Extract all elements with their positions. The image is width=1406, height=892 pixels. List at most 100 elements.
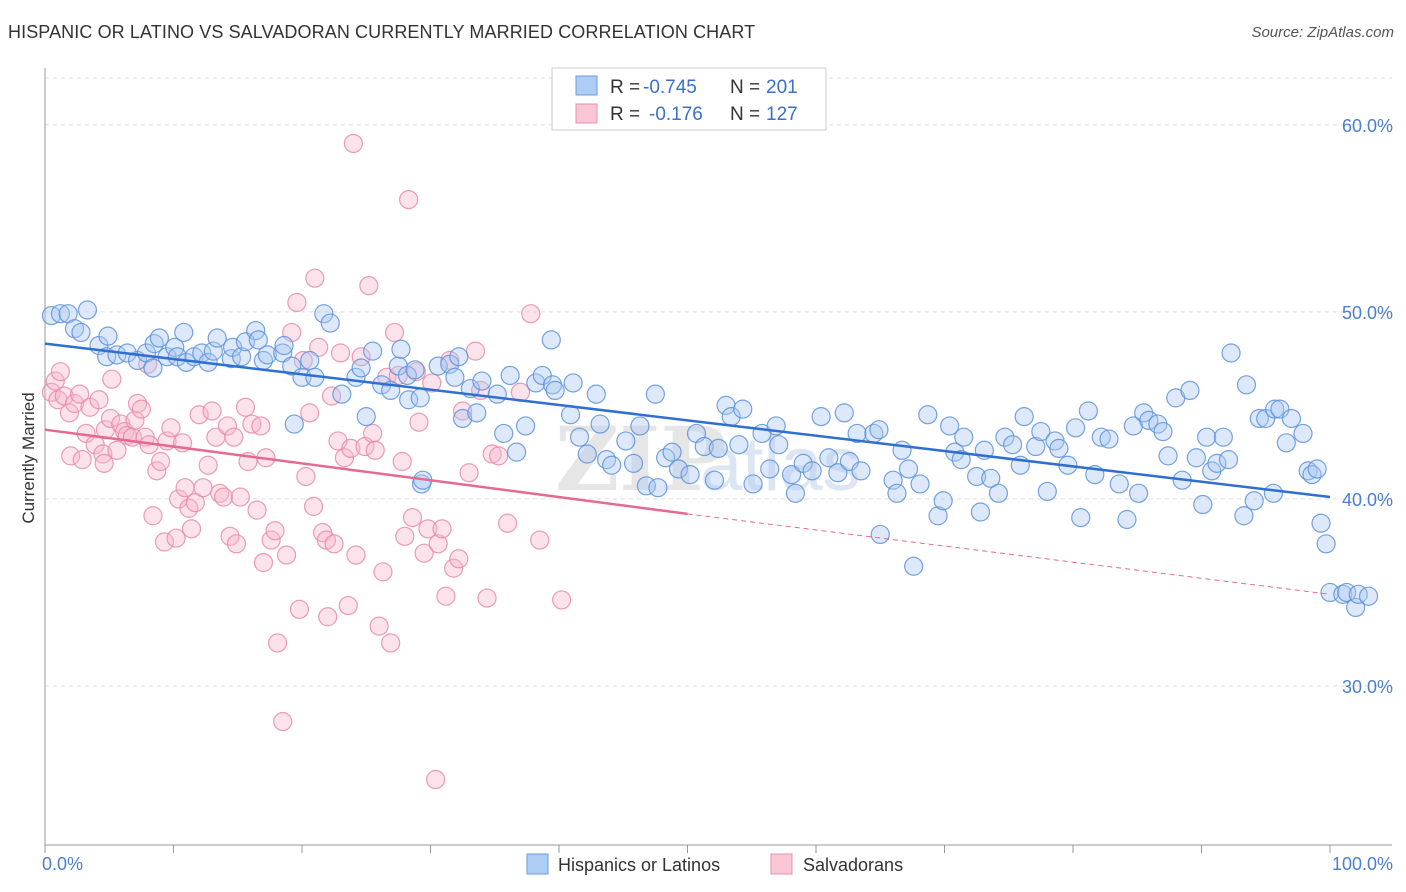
y-tick-labels: 30.0% 40.0% 50.0% 60.0% xyxy=(1342,116,1393,697)
hispanics-point-84 xyxy=(616,431,636,451)
salvadorans-point-60 xyxy=(253,552,274,573)
bottom-legend-label-salvadorans: Salvadorans xyxy=(803,855,903,875)
hispanics-point-129 xyxy=(933,491,953,511)
hispanics-point-176 xyxy=(1236,375,1257,395)
hispanics-point-62 xyxy=(453,408,473,429)
salvadorans-point-6 xyxy=(61,446,81,466)
hispanics-point-169 xyxy=(1197,427,1217,447)
hispanics-point-61 xyxy=(449,347,469,367)
salvadorans-point-85 xyxy=(341,438,361,459)
salvadorans-point-53 xyxy=(226,534,247,554)
salvadorans-point-101 xyxy=(399,189,419,210)
hispanics-point-102 xyxy=(743,474,763,494)
salvadorans-point-116 xyxy=(459,463,479,483)
stats-legend: R = -0.745 N = 201 R = -0.176 N = 127 xyxy=(551,67,827,131)
hispanics-point-181 xyxy=(1265,399,1285,419)
hispanics-point-14 xyxy=(144,334,164,354)
salvadorans-point-115 xyxy=(453,401,473,421)
salvadorans-point-33 xyxy=(154,532,175,552)
trend-line-salvadorans-extended xyxy=(687,513,1331,595)
salvadorans-point-68 xyxy=(287,292,307,313)
hispanics-point-137 xyxy=(981,468,1001,488)
hispanics-point-60 xyxy=(445,367,465,387)
hispanics-point-77 xyxy=(560,405,581,425)
salvadorans-point-50 xyxy=(217,416,238,436)
hispanics-point-145 xyxy=(1037,481,1057,502)
stats-r-value-pink: -0.176 xyxy=(649,104,703,125)
salvadorans-point-59 xyxy=(251,416,271,436)
hispanics-point-75 xyxy=(541,330,561,350)
salvadorans-point-73 xyxy=(303,496,324,516)
salvadorans-point-51 xyxy=(220,526,240,546)
salvadorans-point-113 xyxy=(444,558,464,578)
stats-n-label-pink: N = xyxy=(730,104,760,125)
salvadorans-point-109 xyxy=(428,534,448,554)
hispanics-point-81 xyxy=(590,414,610,434)
hispanics-point-68 xyxy=(500,365,520,386)
salvadorans-point-3 xyxy=(50,362,71,382)
hispanics-point-150 xyxy=(1071,508,1091,528)
hispanics-point-135 xyxy=(970,502,991,522)
hispanics-point-3 xyxy=(77,300,98,320)
trend-line-hispanics xyxy=(44,342,1331,499)
hispanics-point-66 xyxy=(487,384,507,404)
hispanics-point-64 xyxy=(467,403,487,423)
hispanics-point-92 xyxy=(668,459,689,479)
salvadorans-point-94 xyxy=(373,562,393,582)
salvadorans-point-48 xyxy=(210,483,230,503)
salvadorans-point-74 xyxy=(305,268,325,288)
hispanics-point-42 xyxy=(320,313,340,333)
hispanics-point-112 xyxy=(819,448,839,468)
hispanics-point-101 xyxy=(733,399,753,419)
hispanics-point-147 xyxy=(1049,438,1069,459)
hispanics-point-55 xyxy=(410,388,430,408)
salvadorans-point-114 xyxy=(449,549,469,569)
hispanics-point-39 xyxy=(300,350,320,371)
salvadorans-point-126 xyxy=(551,590,572,610)
salvadorans-point-88 xyxy=(351,347,371,367)
hispanics-point-133 xyxy=(954,427,974,447)
salvadorans-point-8 xyxy=(70,384,90,404)
salvadorans-point-32 xyxy=(151,451,171,472)
salvadorans-point-49 xyxy=(214,487,234,507)
bottom-legend-swatch-pink xyxy=(770,853,793,875)
hispanics-point-125 xyxy=(904,556,924,576)
salvadorans-point-82 xyxy=(330,343,351,363)
salvadorans-point-106 xyxy=(418,519,438,539)
salvadorans-point-124 xyxy=(521,304,541,324)
trend-line-salvadorans xyxy=(44,428,688,516)
hispanics-point-185 xyxy=(1293,423,1313,444)
salvadorans-point-52 xyxy=(224,427,244,447)
source-label: Source: ZipAtlas.com xyxy=(1251,24,1394,41)
hispanics-point-139 xyxy=(995,427,1015,447)
salvadorans-point-119 xyxy=(477,588,497,608)
hispanics-point-96 xyxy=(704,470,725,490)
salvadorans-point-69 xyxy=(289,599,310,619)
salvadorans-point-107 xyxy=(422,373,442,393)
salvadorans-point-99 xyxy=(392,451,412,472)
hispanics-point-120 xyxy=(870,524,890,545)
hispanics-point-25 xyxy=(207,328,227,348)
hispanics-point-76 xyxy=(563,373,583,393)
salvadorans-point-58 xyxy=(247,500,267,520)
salvadorans-point-75 xyxy=(309,337,329,357)
hispanics-point-13 xyxy=(143,358,163,378)
salvadorans-point-42 xyxy=(185,493,205,513)
hispanics-point-189 xyxy=(1311,513,1331,533)
salvadorans-point-96 xyxy=(381,633,401,653)
salvadorans-point-97 xyxy=(384,322,405,343)
salvadorans-point-83 xyxy=(334,448,355,468)
hispanics-point-107 xyxy=(781,464,802,485)
hispanics-point-149 xyxy=(1065,418,1086,438)
hispanics-point-114 xyxy=(834,403,854,423)
hispanics-point-91 xyxy=(662,442,682,462)
stats-r-value-blue: -0.745 xyxy=(643,77,697,98)
salvadorans-point-44 xyxy=(193,478,213,498)
hispanics-point-183 xyxy=(1276,433,1296,453)
hispanics-point-65 xyxy=(472,371,492,391)
salvadorans-point-55 xyxy=(235,397,256,417)
hispanics-point-126 xyxy=(910,474,930,494)
hispanics-point-106 xyxy=(769,435,789,455)
hispanics-point-46 xyxy=(356,407,376,427)
